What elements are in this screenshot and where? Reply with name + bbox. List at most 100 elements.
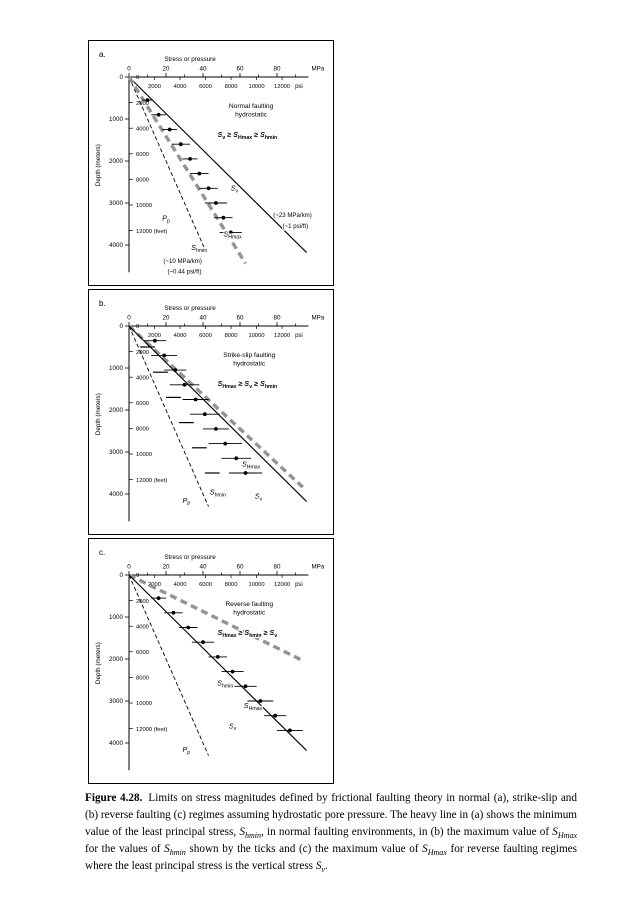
mpa-unit-label: MPa [311,66,324,73]
curve-label: Sv [229,721,237,732]
mpa-tick-label: 20 [162,315,170,322]
mpa-tick-label: 80 [273,564,281,571]
feet-tick-label: 8000 [136,427,149,433]
feet-tick-label: 10000 [136,452,152,458]
mpa-tick-label: 60 [236,564,244,571]
depth-tick-label: 1000 [109,365,124,372]
data-point [156,112,161,117]
feet-tick-label: 8000 [136,178,149,184]
gradient-annotation: (~0.44 psi/ft) [167,269,201,276]
psi-unit-label: psi [295,84,303,90]
stress-axis-title: Stress or pressure [164,554,216,561]
mpa-tick-label: 80 [273,66,281,73]
mpa-tick-label: 40 [199,66,207,73]
figure-caption: Figure 4.28. Limits on stress magnitudes … [85,790,577,875]
mpa-tick-label: 20 [162,564,170,571]
depth-tick-label: 4000 [109,491,124,498]
mpa-tick-label: 60 [236,66,244,73]
feet-tick-label: 6000 [136,401,149,407]
psi-tick-label: 8000 [225,333,238,339]
depth-tick-label: 3000 [109,449,124,456]
depth-axis-title: Depth (meters) [95,144,102,186]
data-point [228,230,233,235]
data-point [153,338,157,343]
mpa-tick-label: 0 [127,66,131,73]
data-point [182,382,187,387]
data-point [214,427,218,431]
panel-title: hydrostatic [235,112,268,119]
feet-tick-label: 2000 [136,599,149,605]
mpa-unit-label: MPa [311,564,324,571]
feet-tick-label: 4000 [136,624,149,630]
curve-label: Shmin [217,678,233,689]
data-point [221,215,226,220]
data-point [202,412,207,417]
depth-axis-title: Depth (meters) [95,393,102,435]
feet-tick-label: 0 [136,573,139,579]
curve-label: Sv [255,492,263,503]
psi-tick-label: 6000 [199,84,212,90]
feet-tick-label: 10000 [136,701,152,707]
data-point [214,201,218,205]
depth-tick-label: 0 [119,323,123,330]
psi-tick-label: 8000 [225,84,238,90]
data-point [258,699,263,703]
stress-inequality: SHmax ≥ Shmin ≥ Sv [218,628,278,639]
stress-axis-title: Stress or pressure [164,56,216,63]
data-point [162,353,167,358]
psi-tick-label: 6000 [199,582,212,588]
gradient-annotation: (~23 MPa/km) [273,212,311,219]
psi-tick-label: 2000 [148,582,161,588]
data-point [156,596,161,600]
caption-figure-number: Figure 4.28. [85,792,143,804]
panel-letter: a. [99,50,106,59]
mpa-tick-label: 0 [127,564,131,571]
data-point [288,728,292,733]
depth-tick-label: 4000 [109,242,124,249]
data-point [167,127,172,132]
shmax-limit-line [128,573,304,663]
depth-tick-label: 2000 [109,656,124,663]
shmax-limit-line [127,324,305,489]
feet-tick-label: 8000 [136,676,149,682]
mpa-tick-label: 20 [162,66,170,73]
data-point [243,684,248,689]
data-point [145,98,150,102]
psi-tick-label: 10000 [248,84,264,90]
panel-letter: b. [99,299,106,308]
shmin-limit-line [127,76,247,265]
data-point [197,171,202,176]
mpa-tick-label: 80 [273,315,281,322]
mpa-tick-label: 40 [199,315,207,322]
feet-tick-label: 4000 [136,126,149,132]
psi-tick-label: 12000 [274,84,290,90]
data-point [206,186,211,191]
depth-tick-label: 0 [119,74,123,81]
data-point [230,669,235,674]
psi-tick-label: 12000 [274,333,290,339]
curve-label: Shmin [210,487,226,498]
feet-tick-label: 6000 [136,650,149,656]
psi-tick-label: 10000 [248,582,264,588]
curve-label: SHmax [223,230,242,241]
data-point [171,610,176,615]
feet-tick-label: 10000 [136,203,152,209]
curve-label: Pp [183,496,191,507]
panel-title: Normal faulting [229,103,274,110]
panel-title: hydrostatic [233,361,266,368]
feet-tick-label: 0 [136,324,139,330]
psi-tick-label: 2000 [148,333,161,339]
depth-tick-label: 4000 [109,740,124,747]
data-point [178,142,183,147]
data-point [201,640,205,645]
mpa-tick-label: 60 [236,315,244,322]
data-point [243,471,248,475]
depth-tick-label: 3000 [109,698,124,705]
depth-tick-label: 2000 [109,158,124,165]
mpa-unit-label: MPa [311,315,324,322]
psi-tick-label: 10000 [248,333,264,339]
curve-label: Sv [231,183,239,194]
depth-tick-label: 3000 [109,200,124,207]
